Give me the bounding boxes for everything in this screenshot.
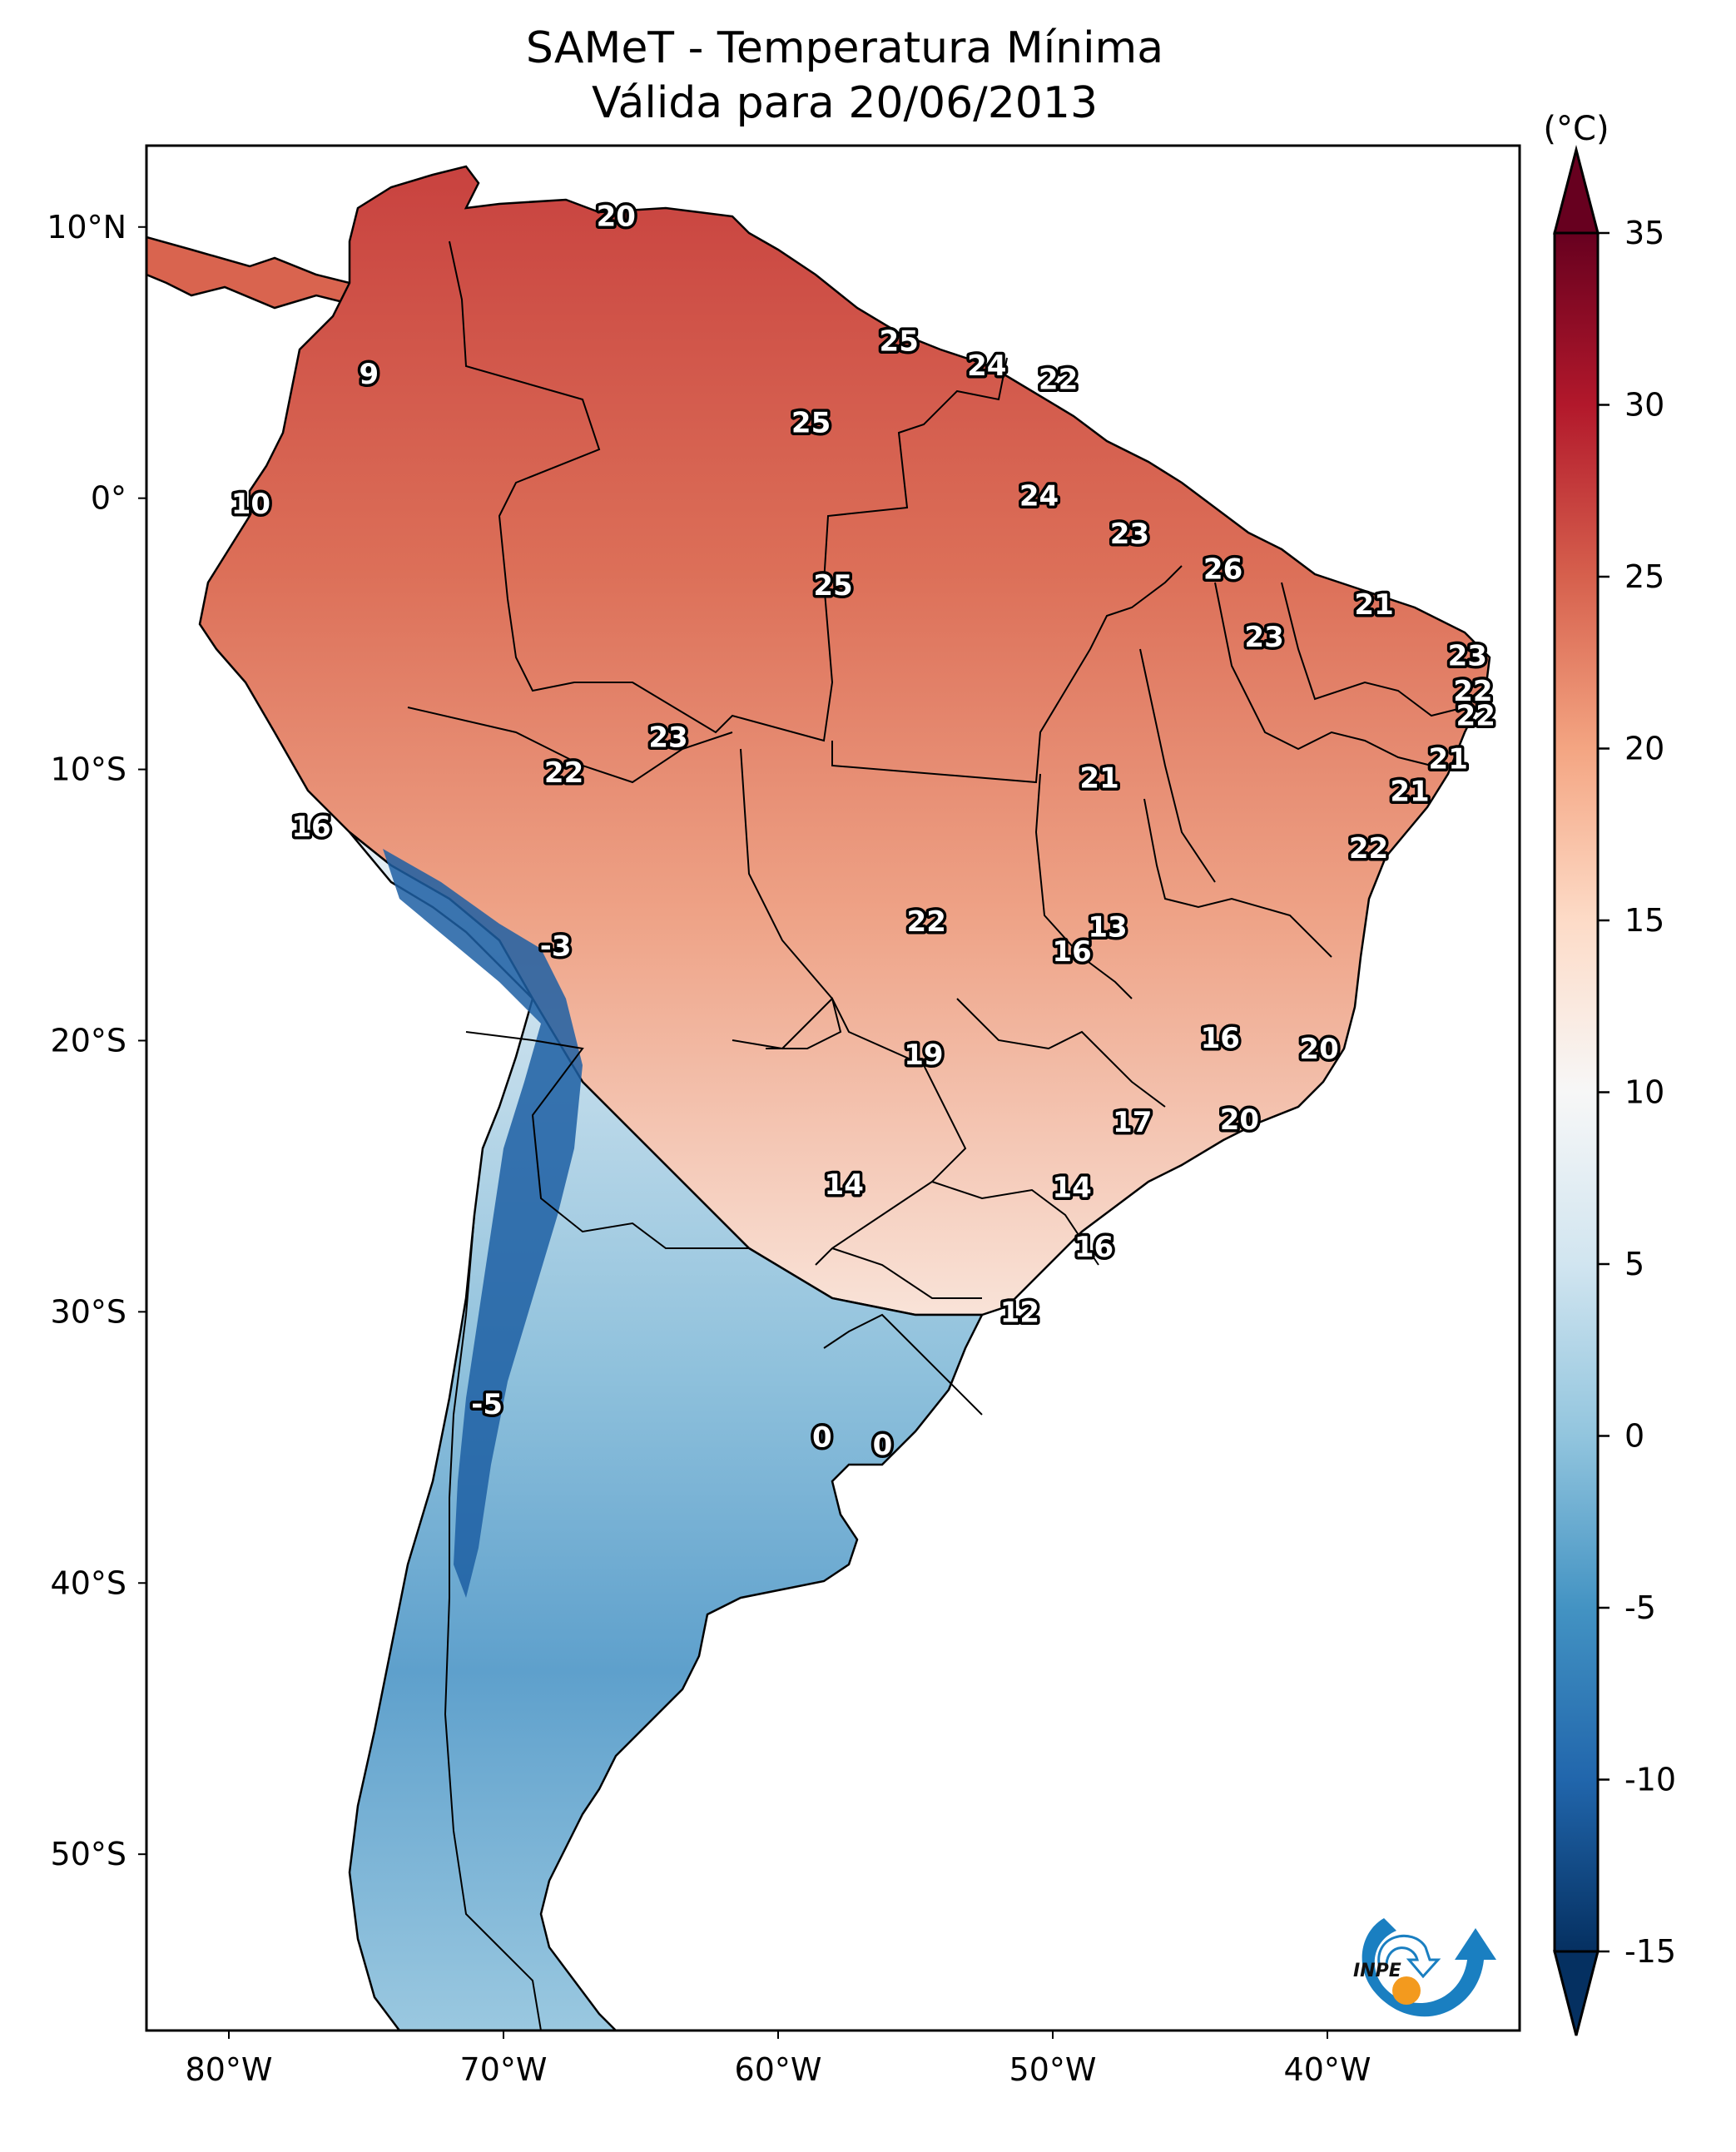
station-label: 23 [1110,518,1149,551]
station-label: 21 [1354,588,1393,622]
station-label: 21 [1079,761,1118,795]
station-label: 22 [1453,675,1492,708]
x-tick-label: 50°W [1009,2051,1097,2088]
chart-title: SAMeT - Temperatura Mínima [525,23,1164,73]
station-label: 25 [880,325,919,359]
colorbar-ticks: 35 30 25 20 15 10 5 0 -5 -10 -15 [1598,215,1676,1970]
x-tick-label: 70°W [460,2051,548,2088]
station-label: 21 [1429,743,1468,776]
station-label: -3 [540,930,572,963]
x-tick-label: 60°W [735,2051,822,2088]
station-label: 20 [1220,1103,1259,1137]
colorbar-body [1553,231,1600,1953]
logo-text: INPE [1353,1961,1401,1981]
station-label: 22 [1456,699,1495,732]
station-label: 26 [1203,553,1242,586]
colorbar-tick-label: 25 [1624,558,1664,595]
logo-sun-icon [1392,1976,1421,2005]
station-label: 20 [1299,1033,1338,1066]
station-label: 20 [597,201,636,234]
y-tick-label: 20°S [51,1022,126,1059]
colorbar-tick-label: -15 [1624,1933,1676,1970]
station-label: 16 [291,811,330,844]
station-label: 22 [907,905,946,939]
colorbar-extend-bottom [1553,1950,1600,2036]
x-tick-label: 40°W [1284,2051,1371,2088]
colorbar-tick-label: 20 [1624,731,1664,767]
x-axis: 80°W 70°W 60°W 50°W 40°W [186,2031,1371,2088]
logo-inner-arrow-icon [1377,1934,1441,1979]
colorbar: (°C) 35 30 25 20 15 10 5 0 -5 -10 -15 [1543,110,1676,2036]
station-label: 9 [359,358,379,391]
chart-subtitle: Válida para 20/06/2013 [591,78,1099,128]
y-tick-label: 50°S [51,1836,126,1872]
station-label: 14 [825,1168,864,1202]
south-america-land-warm [198,165,1491,1316]
station-label: 14 [1052,1171,1091,1204]
colorbar-extend-top [1553,145,1600,235]
station-label: 23 [648,721,687,754]
map-land-layer [146,165,1491,2031]
station-label: 25 [813,569,852,602]
x-tick-label: 80°W [186,2051,273,2088]
colorbar-tick-label: 5 [1624,1246,1644,1282]
y-axis: 10°N 0° 10°S 20°S 30°S 40°S 50°S [47,209,146,1872]
station-label: 10 [231,488,270,521]
colorbar-tick-label: -5 [1624,1589,1656,1626]
y-tick-label: 10°S [51,751,126,788]
colorbar-tick-label: 10 [1624,1074,1664,1111]
station-label: 16 [1052,935,1091,969]
colorbar-tick-label: 35 [1624,215,1664,251]
station-label: 0 [873,1429,893,1462]
station-label: 24 [1019,479,1059,513]
station-label: 24 [967,350,1006,383]
station-label: 16 [1201,1022,1240,1055]
station-label: 23 [1448,640,1487,673]
station-label: 17 [1113,1106,1152,1139]
colorbar-tick-label: -10 [1624,1762,1676,1798]
station-label: 25 [791,406,831,439]
y-tick-label: 30°S [51,1293,126,1330]
inpe-logo: INPE [1353,1918,1496,2017]
country-borders [407,240,1466,2031]
colorbar-tick-label: 0 [1624,1418,1644,1455]
station-label: 22 [1039,363,1078,396]
station-label: 23 [1244,621,1283,654]
station-label: 22 [544,756,583,790]
andes-cold-ridge [383,849,583,1598]
y-tick-label: 0° [91,480,126,517]
station-label: 0 [812,1421,832,1454]
y-tick-label: 10°N [47,209,126,245]
y-tick-label: 40°S [51,1564,126,1601]
station-label: 16 [1074,1231,1114,1264]
station-label: 22 [1349,832,1388,865]
station-label: 19 [904,1039,943,1072]
logo-outer-arc-icon [1362,1918,1496,2017]
station-label: 21 [1390,776,1429,809]
colorbar-unit-label: (°C) [1543,110,1609,148]
station-label: -5 [471,1388,503,1421]
station-label: 13 [1088,911,1127,945]
station-label: 12 [1000,1296,1039,1329]
colorbar-tick-label: 30 [1624,387,1664,424]
colorbar-tick-label: 15 [1624,902,1664,939]
map-frame [145,144,1521,2032]
